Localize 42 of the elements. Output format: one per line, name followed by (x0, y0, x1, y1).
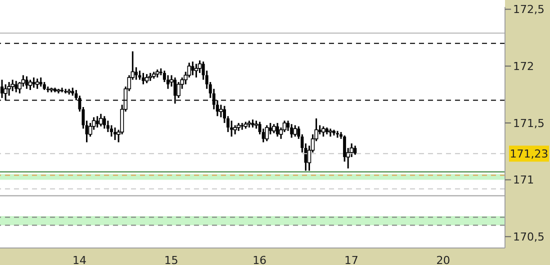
ref-line-label: 171,23 (510, 148, 548, 161)
candlestick (96, 115, 99, 128)
candlestick (0, 79, 4, 99)
candlestick (106, 120, 110, 133)
candlestick (25, 76, 28, 90)
candlestick (264, 124, 269, 142)
candlestick (144, 73, 149, 84)
candlestick (138, 70, 142, 81)
candlestick (14, 80, 18, 94)
candlestick (230, 120, 234, 138)
candlestick (166, 74, 170, 90)
candlestick (7, 81, 11, 96)
candlestick (110, 124, 113, 138)
x-tick-label: 15 (164, 254, 178, 265)
y-tick-label: 172,5 (513, 3, 544, 16)
candlestick (142, 72, 145, 86)
candlestick (290, 123, 294, 138)
candlestick (194, 63, 198, 78)
candlestick (321, 126, 326, 138)
x-tick-label: 16 (252, 254, 267, 265)
candlestick (233, 124, 237, 136)
y-tick-label: 172 (513, 60, 534, 74)
y-tick-label: 170,5 (513, 230, 544, 244)
y-tick-label: 171 (513, 174, 534, 187)
candlestick (114, 126, 117, 141)
candlestick (268, 122, 272, 136)
x-tick-label: 20 (436, 254, 450, 265)
x-tick-label: 17 (344, 254, 358, 265)
candlestick (39, 76, 42, 88)
candlestick (276, 122, 279, 138)
candlestick (191, 60, 194, 76)
candlestick (10, 79, 14, 92)
candlestick (354, 144, 357, 156)
candlestick (32, 76, 36, 88)
candlestick (293, 124, 298, 138)
candlestick (98, 113, 103, 128)
y-tick-label: 171,5 (513, 116, 544, 130)
x-tick-label: 14 (72, 254, 86, 265)
candlestick (35, 78, 40, 90)
candlestick (272, 123, 276, 134)
candlestick (102, 115, 106, 130)
candlestick (28, 79, 32, 91)
